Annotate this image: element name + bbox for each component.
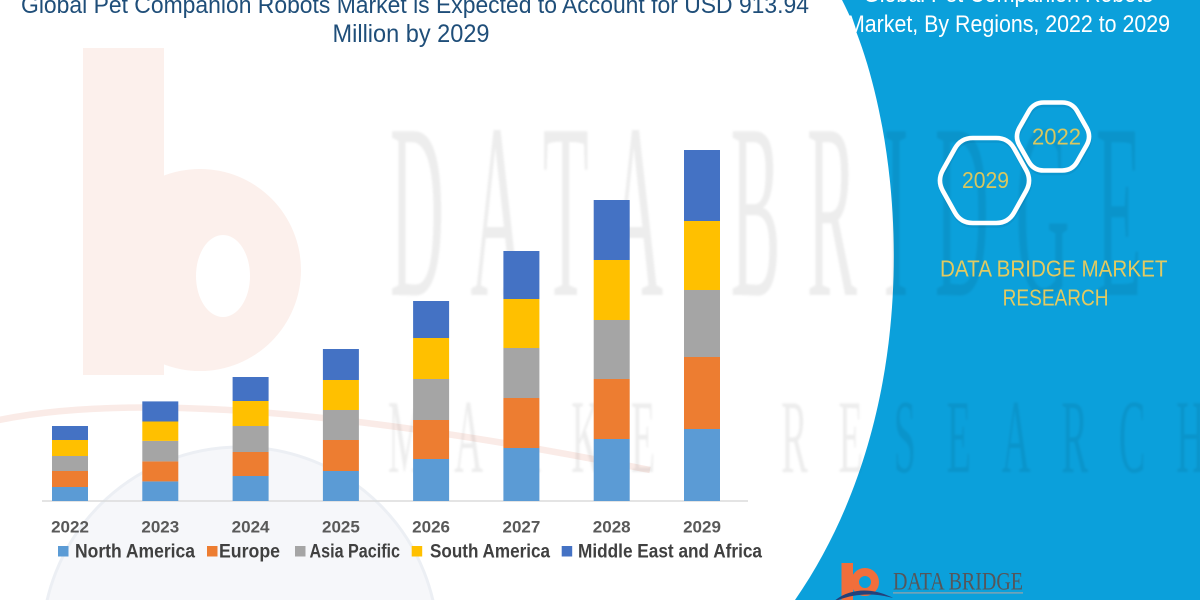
svg-text:South America: South America (430, 542, 550, 563)
svg-text:MARKET RESEARCH: MARKET RESEARCH (894, 598, 1022, 600)
svg-text:DATA BRIDGE MARKET: DATA BRIDGE MARKET (940, 255, 1168, 281)
svg-text:2022: 2022 (1032, 124, 1081, 150)
svg-text:Global Pet Companion Robots Ma: Global Pet Companion Robots Market is Ex… (21, 0, 809, 19)
svg-text:Million by 2029: Million by 2029 (333, 20, 490, 48)
svg-text:Europe: Europe (219, 542, 280, 563)
svg-text:RESEARCH: RESEARCH (1003, 285, 1109, 311)
svg-text:2027: 2027 (502, 518, 540, 537)
svg-text:Asia Pacific: Asia Pacific (310, 542, 401, 563)
svg-text:2024: 2024 (232, 518, 270, 537)
svg-text:2023: 2023 (141, 518, 179, 537)
svg-text:Middle East and Africa: Middle East and Africa (578, 542, 762, 563)
svg-text:Global Pet Companion Robots: Global Pet Companion Robots (863, 0, 1153, 8)
svg-text:2029: 2029 (962, 167, 1009, 193)
svg-text:2028: 2028 (593, 518, 631, 537)
svg-text:2029: 2029 (683, 518, 721, 537)
svg-text:Market, By Regions, 2022 to 20: Market, By Regions, 2022 to 2029 (847, 11, 1170, 38)
svg-text:2026: 2026 (412, 518, 450, 537)
svg-text:2022: 2022 (51, 518, 89, 537)
svg-text:North America: North America (75, 542, 195, 563)
svg-text:DATA BRIDGE: DATA BRIDGE (893, 569, 1023, 596)
svg-text:2025: 2025 (322, 518, 360, 537)
